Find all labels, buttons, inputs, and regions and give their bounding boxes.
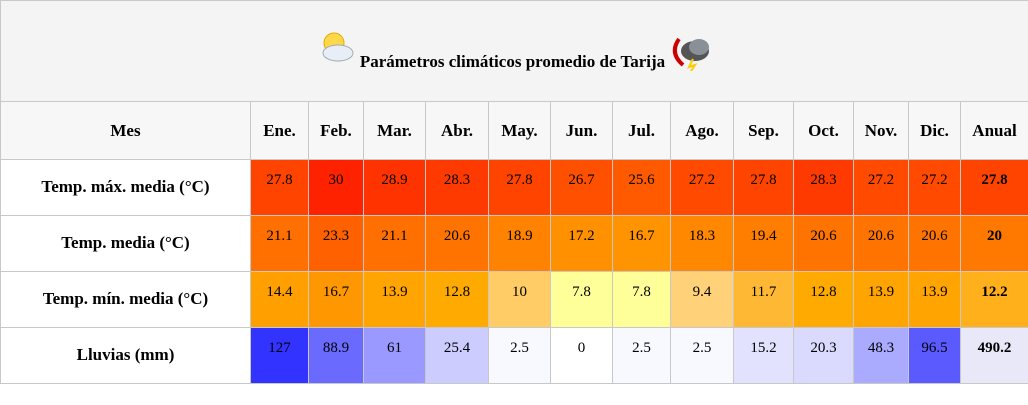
value-cell: 13.9	[363, 271, 426, 328]
value-cell: 2.5	[612, 327, 671, 384]
value-cell: 20	[959, 215, 1028, 272]
row-label: Temp. media (°C)	[0, 215, 251, 272]
value-cell: 2.5	[670, 327, 734, 384]
header-cell: Jul.	[612, 101, 671, 160]
header-cell: Ene.	[250, 101, 309, 160]
title-cell: Parámetros climáticos promedio de Tarija	[0, 0, 1028, 102]
value-cell: 28.9	[363, 159, 426, 216]
value-cell: 96.5	[908, 327, 961, 384]
header-cell: May.	[488, 101, 551, 160]
value-cell: 27.2	[908, 159, 961, 216]
value-cell: 25.6	[612, 159, 671, 216]
data-row: Temp. mín. media (°C) 14.4 16.7 13.9 12.8 10 7…	[0, 271, 1028, 328]
row-label: Lluvias (mm)	[0, 327, 251, 384]
value-cell: 48.3	[853, 327, 909, 384]
header-cell: Abr.	[425, 101, 489, 160]
storm-icon	[673, 37, 710, 71]
header-cell: Mes	[0, 101, 251, 160]
value-cell: 490.2	[959, 327, 1028, 384]
header-cell: Oct.	[793, 101, 854, 160]
value-cell: 23.3	[308, 215, 364, 272]
value-cell: 20.6	[908, 215, 961, 272]
value-cell: 20.6	[793, 215, 854, 272]
climate-table: Parámetros climáticos promedio de Tarija…	[0, 0, 1028, 384]
value-cell: 18.9	[488, 215, 551, 272]
data-row: Temp. máx. media (°C) 27.8 30 28.9 28.3 27.8 2…	[0, 159, 1028, 216]
value-cell: 61	[363, 327, 426, 384]
value-cell: 19.4	[733, 215, 794, 272]
title-wrap: Parámetros climáticos promedio de Tarija	[316, 32, 713, 72]
value-cell: 17.2	[550, 215, 613, 272]
value-cell: 27.2	[853, 159, 909, 216]
header-cell: Mar.	[363, 101, 426, 160]
title: Parámetros climáticos promedio de Tarija	[359, 52, 666, 71]
value-cell: 26.7	[550, 159, 613, 216]
value-cell: 21.1	[250, 215, 309, 272]
value-cell: 16.7	[308, 271, 364, 328]
header-cell: Sep.	[733, 101, 794, 160]
header-cell: Anual	[959, 101, 1028, 160]
value-cell: 30	[308, 159, 364, 216]
data-row: Lluvias (mm) 127 88.9 61 25.4 2.5 0 2.5 2.5 15.2 2…	[0, 327, 1028, 384]
value-cell: 11.7	[733, 271, 794, 328]
header-row: Mes Ene. Feb. Mar. Abr. May. Jun. Jul. Ago. Sep. O…	[0, 101, 1028, 160]
value-cell: 7.8	[612, 271, 671, 328]
value-cell: 27.8	[488, 159, 551, 216]
value-cell: 27.8	[250, 159, 309, 216]
value-cell: 28.3	[425, 159, 489, 216]
value-cell: 14.4	[250, 271, 309, 328]
value-cell: 28.3	[793, 159, 854, 216]
value-cell: 127	[250, 327, 309, 384]
value-cell: 13.9	[853, 271, 909, 328]
value-cell: 20.3	[793, 327, 854, 384]
value-cell: 12.2	[959, 271, 1028, 328]
value-cell: 20.6	[853, 215, 909, 272]
value-cell: 25.4	[425, 327, 489, 384]
header-cell: Dic.	[908, 101, 961, 160]
value-cell: 21.1	[363, 215, 426, 272]
value-cell: 27.8	[733, 159, 794, 216]
sun-icon	[322, 32, 354, 62]
value-cell: 0	[550, 327, 613, 384]
value-cell: 12.8	[425, 271, 489, 328]
value-cell: 27.8	[959, 159, 1028, 216]
value-cell: 10	[488, 271, 551, 328]
value-cell: 20.6	[425, 215, 489, 272]
value-cell: 15.2	[733, 327, 794, 384]
value-cell: 7.8	[550, 271, 613, 328]
header-cell: Ago.	[670, 101, 734, 160]
value-cell: 13.9	[908, 271, 961, 328]
header-cell: Nov.	[853, 101, 909, 160]
data-row: Temp. media (°C) 21.1 23.3 21.1 20.6 18.9 17.2…	[0, 215, 1028, 272]
value-cell: 27.2	[670, 159, 734, 216]
value-cell: 9.4	[670, 271, 734, 328]
row-label: Temp. mín. media (°C)	[0, 271, 251, 328]
header-cell: Jun.	[550, 101, 613, 160]
value-cell: 18.3	[670, 215, 734, 272]
value-cell: 2.5	[488, 327, 551, 384]
value-cell: 88.9	[308, 327, 364, 384]
value-cell: 16.7	[612, 215, 671, 272]
value-cell: 12.8	[793, 271, 854, 328]
row-label: Temp. máx. media (°C)	[0, 159, 251, 216]
header-cell: Feb.	[308, 101, 364, 160]
